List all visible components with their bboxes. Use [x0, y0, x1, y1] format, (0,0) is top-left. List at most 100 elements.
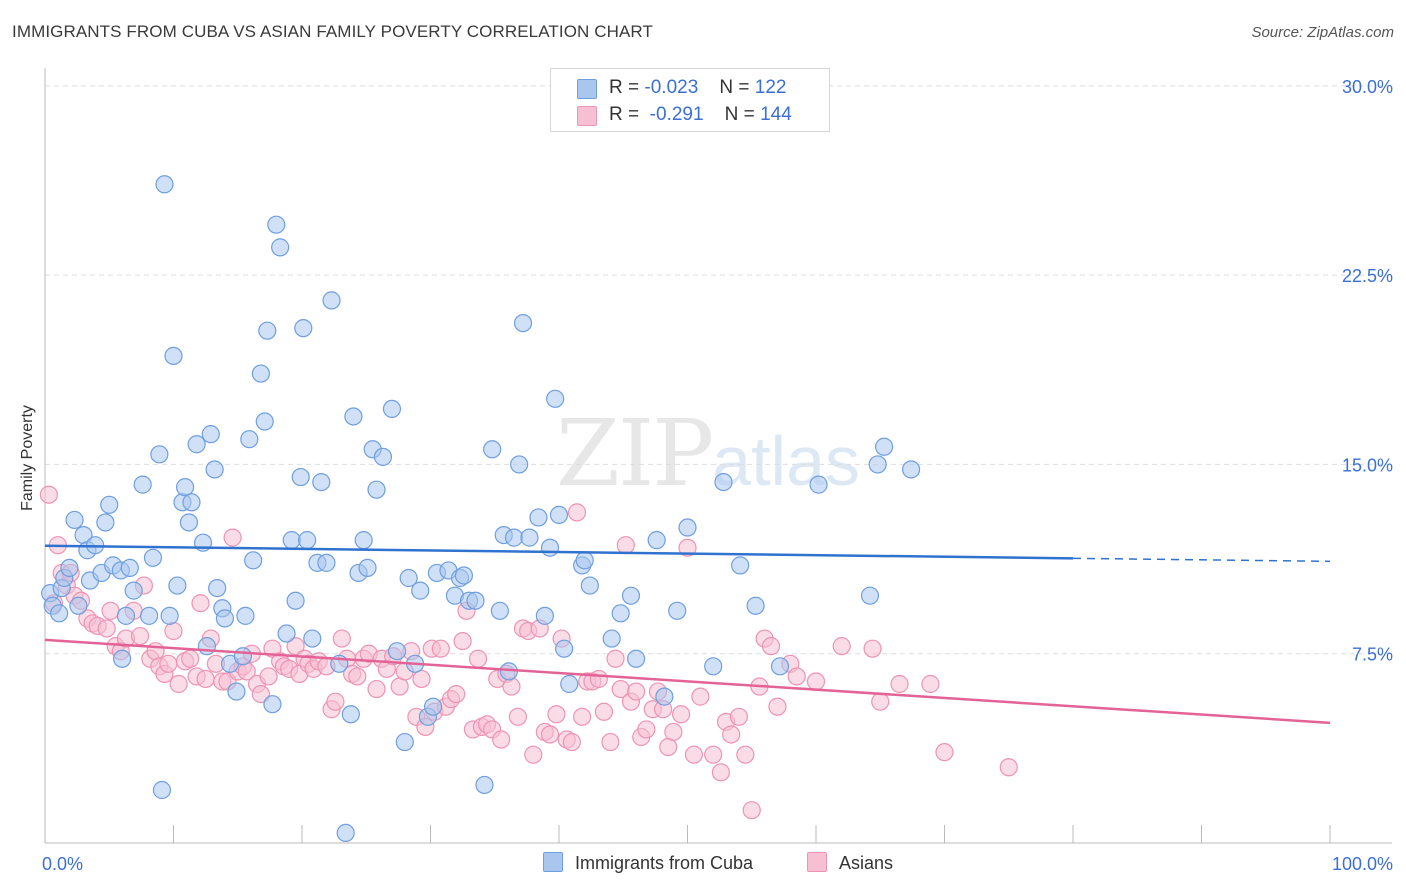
cuba-point: [504, 528, 524, 547]
asians-point: [871, 692, 890, 711]
asians-point: [101, 601, 120, 620]
asians-point: [547, 705, 566, 724]
legend-r-value: -0.291: [649, 104, 704, 125]
cuba-point: [466, 591, 485, 610]
cuba-point: [868, 455, 887, 474]
asians-point: [704, 745, 723, 764]
cuba-point: [580, 576, 599, 595]
asians-point: [736, 745, 755, 764]
asians-point: [191, 594, 210, 613]
bottom-legend-swatch-asians: [807, 852, 827, 872]
cuba-point: [69, 596, 88, 615]
cuba-point: [714, 472, 733, 492]
cuba-point: [746, 596, 765, 615]
cuba-point: [875, 437, 894, 456]
cuba-point: [555, 639, 574, 658]
asians-point: [935, 743, 954, 762]
y-tick-label: 22.5%: [1342, 266, 1393, 286]
legend-r-label: R =: [609, 104, 640, 125]
correlation-legend: R = -0.023 N = 122 R = -0.291 N = 144: [550, 68, 830, 132]
asians-point: [606, 649, 625, 668]
cuba-point: [201, 425, 220, 444]
asians-point: [890, 674, 909, 694]
cuba-point: [513, 313, 533, 333]
cuba-point: [395, 732, 414, 752]
cuba-point: [549, 505, 569, 525]
cuba-point: [341, 705, 360, 724]
cuba-point: [298, 531, 317, 550]
watermark-zip: ZIP: [556, 400, 714, 507]
cuba-point: [187, 435, 206, 454]
cuba-point: [124, 581, 143, 600]
cuba-point: [560, 674, 579, 694]
asians-point: [348, 667, 367, 686]
cuba-point: [860, 586, 880, 605]
cuba-point: [65, 510, 84, 530]
cuba-trend-line: [44, 544, 1074, 560]
x-tick-label: 0.0%: [42, 854, 83, 874]
cuba-point: [454, 566, 474, 585]
cuba-point: [233, 647, 252, 666]
legend-r-value: -0.023: [644, 77, 699, 98]
asians-point: [259, 667, 278, 686]
cuba-point: [312, 472, 331, 492]
chart-source: Source: ZipAtlas.com: [1251, 24, 1394, 41]
cuba-point: [704, 657, 723, 676]
legend-swatch-asians: [577, 106, 597, 126]
y-axis-label: Family Poverty: [19, 405, 36, 511]
asians-point: [540, 725, 560, 744]
asians-point: [332, 629, 351, 648]
cuba-point: [197, 637, 217, 656]
asians-point: [711, 763, 731, 782]
cuba-point: [120, 558, 139, 578]
cuba-point: [251, 364, 270, 383]
asians-point: [691, 687, 710, 706]
asians-point: [761, 637, 781, 656]
cuba-point: [373, 447, 393, 466]
cuba-point: [344, 407, 363, 426]
bottom-legend-label-cuba: Immigrants from Cuba: [575, 853, 754, 873]
asians-point: [601, 732, 620, 752]
cuba-point: [647, 531, 666, 550]
asians-point: [97, 619, 116, 638]
asians-point: [664, 722, 683, 742]
cuba-point: [160, 606, 179, 625]
asians-point: [616, 536, 635, 555]
cuba-point: [208, 578, 227, 598]
asians-point: [806, 672, 826, 691]
cuba-point: [901, 460, 921, 479]
cuba-point: [286, 591, 305, 610]
legend-text-cuba: R = -0.023 N = 122: [609, 77, 786, 99]
cuba-point: [731, 556, 750, 575]
asians-point: [562, 732, 581, 752]
asians-point: [863, 639, 882, 658]
legend-r-label: R =: [609, 77, 640, 98]
asians-point: [181, 649, 200, 668]
cuba-point: [611, 604, 630, 623]
cuba-point: [116, 606, 136, 625]
bottom-legend-label-asians: Asians: [839, 853, 894, 873]
asians-point: [832, 637, 851, 656]
cuba-point: [358, 558, 377, 578]
cuba-point: [602, 629, 621, 648]
cuba-point: [139, 606, 159, 625]
cuba-point: [336, 823, 355, 843]
asians-point: [671, 705, 691, 724]
cuba-point: [255, 412, 274, 431]
asians-point: [251, 684, 270, 704]
asians-point: [164, 621, 183, 641]
cuba-point: [678, 518, 697, 537]
asians-point: [492, 730, 511, 749]
asians-point: [146, 642, 165, 661]
cuba-point: [367, 480, 386, 499]
cuba-point: [322, 291, 341, 310]
cuba-point: [475, 775, 494, 795]
cuba-point: [520, 528, 539, 547]
cuba-point: [150, 445, 169, 464]
asians-point: [390, 677, 409, 696]
asians-point: [768, 697, 787, 716]
watermark: ZIPatlas: [556, 400, 860, 507]
asians-point: [999, 758, 1018, 777]
cuba-point: [294, 319, 313, 338]
cuba-point: [258, 321, 277, 340]
